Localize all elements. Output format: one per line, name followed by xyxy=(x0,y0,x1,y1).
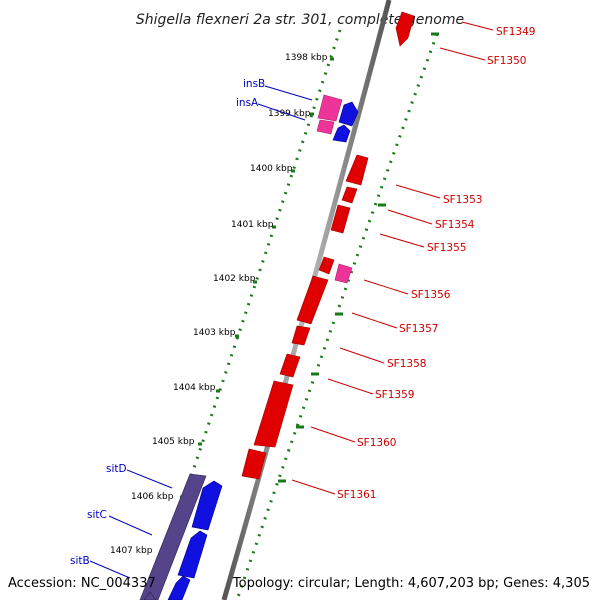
label-sf1360: SF1360 xyxy=(357,437,396,449)
dark-genes xyxy=(139,473,207,600)
mobile-genes xyxy=(316,94,353,284)
label-insA: insA xyxy=(236,97,259,109)
kbp-label-1403: 1403 kbp xyxy=(193,328,236,338)
kbp-label-1398: 1398 kbp xyxy=(285,53,328,63)
gene-sf1353[interactable] xyxy=(345,154,369,186)
label-sf1359: SF1359 xyxy=(375,389,414,401)
gene-sf1357[interactable] xyxy=(296,275,329,325)
gene-sitD-dark[interactable] xyxy=(139,473,207,600)
kbp-label-1406: 1406 kbp xyxy=(131,492,174,502)
gene-sf1356a[interactable] xyxy=(318,256,335,275)
gene-sit-dark2[interactable] xyxy=(143,591,157,600)
label-sf1350: SF1350 xyxy=(487,55,526,67)
accession-text: Accession: NC_004337 xyxy=(8,576,156,591)
map-title: Shigella flexneri 2a str. 301, complete … xyxy=(136,12,464,28)
gene-insB-partner[interactable] xyxy=(338,101,359,127)
gene-sf1359[interactable] xyxy=(279,353,301,378)
label-sf1356: SF1356 xyxy=(411,289,451,301)
kbp-label-1407: 1407 kbp xyxy=(110,546,153,556)
kbp-label-1401: 1401 kbp xyxy=(231,220,274,230)
kbp-label-1399: 1399 kbp xyxy=(268,109,311,119)
kbp-label-1405: 1405 kbp xyxy=(152,437,195,447)
label-sf1358: SF1358 xyxy=(387,358,426,370)
gene-sitD-rev[interactable] xyxy=(191,480,223,531)
topology-text: Topology: circular; Length: 4,607,203 bp… xyxy=(232,576,590,591)
label-sf1361: SF1361 xyxy=(337,489,376,501)
gene-insA-partner[interactable] xyxy=(332,124,351,143)
gene-insA[interactable] xyxy=(316,119,335,135)
kbp-label-1404: 1404 kbp xyxy=(173,383,216,393)
gene-sf1349[interactable] xyxy=(395,11,415,47)
gene-sitB-rev[interactable] xyxy=(167,575,191,600)
gene-sf1354[interactable] xyxy=(341,186,358,204)
outer-track-dashes xyxy=(278,32,439,483)
gene-sitC-rev[interactable] xyxy=(177,530,208,579)
gene-sf1360[interactable] xyxy=(253,380,294,448)
left-leaders xyxy=(89,85,313,579)
kbp-label-1402: 1402 kbp xyxy=(213,274,256,284)
reverse-genes xyxy=(167,101,359,600)
gene-sf1355[interactable] xyxy=(330,204,351,234)
label-sf1353: SF1353 xyxy=(443,194,482,206)
label-sf1349: SF1349 xyxy=(496,26,535,38)
label-sitC: sitC xyxy=(87,509,107,521)
gene-sf1356b[interactable] xyxy=(334,263,353,284)
label-sf1354: SF1354 xyxy=(435,219,475,231)
gene-sf1361[interactable] xyxy=(241,448,267,480)
forward-genes xyxy=(241,11,415,480)
gene-insB[interactable] xyxy=(317,94,343,122)
tick-track-outer xyxy=(235,33,439,600)
label-sitB: sitB xyxy=(70,555,90,567)
gene-sf1358[interactable] xyxy=(291,325,311,346)
label-insB: insB xyxy=(243,78,265,90)
right-leaders xyxy=(291,21,494,495)
label-sf1355: SF1355 xyxy=(427,242,466,254)
label-sf1357: SF1357 xyxy=(399,323,438,335)
label-sitD: sitD xyxy=(106,463,127,475)
kbp-label-1400: 1400 kbp xyxy=(250,164,293,174)
